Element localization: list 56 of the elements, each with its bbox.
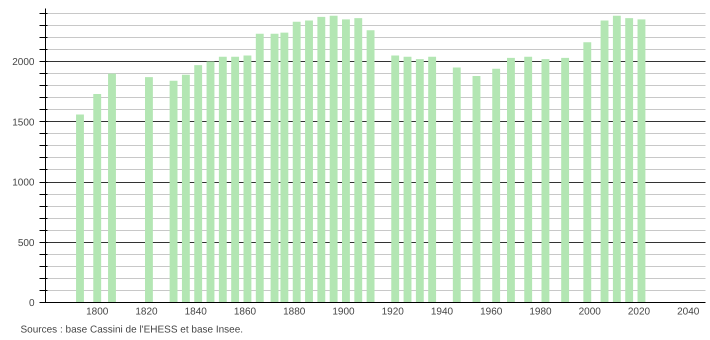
x-tick-label: 1940 — [430, 306, 454, 318]
bar — [330, 16, 338, 302]
bar — [182, 74, 190, 302]
bar — [342, 19, 350, 302]
bar — [472, 76, 480, 302]
bar — [280, 32, 288, 302]
bar — [404, 56, 412, 302]
bar — [108, 74, 116, 302]
bar — [206, 62, 214, 302]
x-tick-label: 1980 — [529, 306, 552, 318]
bar — [305, 20, 313, 302]
bar — [625, 18, 634, 302]
bar — [612, 16, 621, 302]
bar — [583, 42, 592, 302]
y-tick-label: 1500 — [12, 117, 35, 128]
bar — [76, 114, 84, 302]
bar — [194, 65, 202, 302]
bar — [270, 34, 278, 302]
bar — [354, 18, 362, 302]
bar — [391, 55, 400, 302]
bar — [256, 34, 264, 302]
bar — [170, 80, 178, 302]
x-tick-label: 1820 — [135, 306, 158, 318]
x-tick-label: 1800 — [86, 306, 109, 318]
y-tick-label: 500 — [18, 238, 35, 249]
bar — [600, 20, 608, 302]
bar — [144, 77, 153, 302]
x-tick-label: 1840 — [184, 306, 208, 318]
bar — [541, 59, 550, 302]
x-tick-label: 1900 — [332, 306, 356, 318]
bar — [561, 58, 570, 302]
x-tick-label: 2020 — [628, 306, 651, 318]
y-tick-label: 2000 — [12, 57, 35, 68]
bar — [93, 94, 102, 302]
bar — [638, 19, 646, 302]
bar — [231, 56, 240, 302]
x-tick-label: 2040 — [677, 306, 700, 318]
bar — [416, 59, 424, 302]
bar — [292, 22, 301, 302]
bar — [317, 16, 326, 302]
x-tick-label: 1960 — [480, 306, 503, 318]
source-note: Sources : base Cassini de l'EHESS et base Insee. — [20, 324, 244, 336]
x-tick-label: 2000 — [578, 306, 602, 318]
bar — [524, 56, 532, 302]
x-tick-label: 1880 — [283, 306, 306, 318]
bar — [492, 68, 500, 302]
y-tick-label: 1000 — [12, 178, 35, 189]
bar — [452, 68, 461, 302]
bar — [218, 56, 227, 302]
x-tick-label: 1860 — [234, 306, 257, 318]
bar — [428, 56, 436, 302]
bar — [244, 55, 252, 302]
y-tick-label: 0 — [28, 298, 35, 309]
bar — [366, 30, 375, 302]
bar — [507, 58, 515, 302]
x-tick-label: 1920 — [382, 306, 404, 318]
